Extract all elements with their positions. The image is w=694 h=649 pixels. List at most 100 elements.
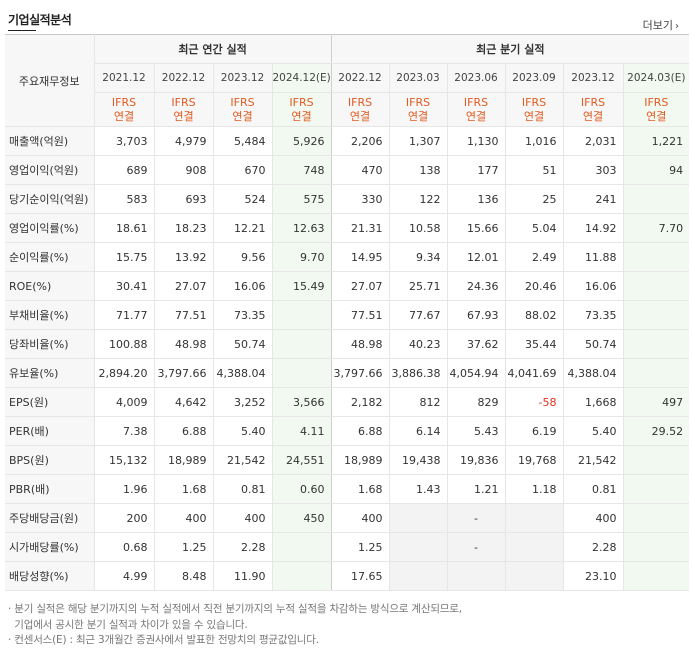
table-cell: 18,989 bbox=[330, 445, 390, 475]
table-cell: 5.40 bbox=[562, 416, 624, 446]
table-cell: 15.66 bbox=[446, 213, 506, 243]
table-row: 시가배당률(%) 0.68 1.25 2.28 1.25-2.28 bbox=[5, 532, 690, 562]
period-header: 2023.12 bbox=[212, 63, 272, 93]
basis-scope: 연결 bbox=[465, 109, 487, 123]
basis-standard: IFRS bbox=[580, 95, 606, 109]
basis-header: IFRS 연결 bbox=[622, 92, 690, 127]
table-cell bbox=[622, 358, 690, 388]
table-cell: 12.01 bbox=[446, 242, 506, 272]
table-cell: 73.35 bbox=[212, 300, 272, 330]
basis-scope: 연결 bbox=[646, 109, 667, 123]
period-header: 2022.12 bbox=[153, 63, 213, 93]
table-cell: 6.88 bbox=[153, 416, 213, 446]
table-cell: 23.10 bbox=[562, 561, 624, 591]
table-cell: 1.68 bbox=[330, 474, 390, 504]
basis-header: IFRS 연결 bbox=[330, 92, 390, 127]
basis-standard: IFRS bbox=[347, 95, 373, 109]
table-row: 주당배당금(원) 200 400 400 450 400-400 bbox=[5, 503, 690, 533]
period-header: 2021.12 bbox=[93, 63, 154, 93]
table-row: 유보율(%) 2,894.20 3,797.66 4,388.04 3,797.66 3,… bbox=[5, 358, 690, 388]
group-quarter-header: 최근 분기 실적 bbox=[330, 34, 690, 64]
table-row: 배당성향(%) 4.99 8.48 11.90 17.65 23.10 bbox=[5, 561, 690, 591]
table-cell: 400 bbox=[330, 503, 390, 533]
basis-header: IFRS 연결 bbox=[212, 92, 272, 127]
table-cell: 122 bbox=[388, 184, 448, 214]
table-cell: 18,989 bbox=[153, 445, 213, 475]
group-annual-header: 최근 연간 실적 bbox=[93, 34, 332, 64]
table-cell: 3,703 bbox=[93, 126, 154, 156]
table-cell: 450 bbox=[271, 503, 332, 533]
table-cell bbox=[622, 329, 690, 359]
table-cell: 400 bbox=[562, 503, 624, 533]
basis-scope: 연결 bbox=[582, 109, 604, 123]
table-cell: 29.52 bbox=[622, 416, 690, 446]
table-cell: 11.88 bbox=[562, 242, 624, 272]
table-cell bbox=[388, 503, 448, 533]
footnote-quarterly-cont: 기업에서 공시한 분기 실적과 차이가 있을 수 있습니다. bbox=[8, 618, 248, 631]
table-cell: 575 bbox=[271, 184, 332, 214]
table-cell: 9.34 bbox=[388, 242, 448, 272]
table-cell: 1.25 bbox=[153, 532, 213, 562]
table-cell bbox=[271, 532, 332, 562]
table-cell: 829 bbox=[446, 387, 506, 417]
footnotes: · 분기 실적은 해당 분기까지의 누적 실적에서 직전 분기까지의 누적 실적… bbox=[8, 602, 462, 649]
table-cell: 1.43 bbox=[388, 474, 448, 504]
table-row: 당기순이익(억원) 583 693 524 575 330 122 136 25 241 bbox=[5, 184, 690, 214]
basis-scope: 연결 bbox=[407, 109, 429, 123]
table-cell bbox=[504, 532, 564, 562]
table-cell: 4.99 bbox=[93, 561, 154, 591]
table-cell: 4,009 bbox=[93, 387, 154, 417]
table-cell: 1.68 bbox=[153, 474, 213, 504]
table-cell: 5.43 bbox=[446, 416, 506, 446]
period-header: 2023.06 bbox=[446, 63, 506, 93]
table-cell: 25.71 bbox=[388, 271, 448, 301]
row-label: 영업이익(억원) bbox=[5, 155, 94, 185]
table-cell bbox=[388, 561, 448, 591]
row-label: EPS(원) bbox=[5, 387, 94, 417]
table-cell: 48.98 bbox=[153, 329, 213, 359]
row-label: 배당성향(%) bbox=[5, 561, 94, 591]
table-cell: 1.21 bbox=[446, 474, 506, 504]
table-cell: 177 bbox=[446, 155, 506, 185]
table-cell: 1,016 bbox=[504, 126, 564, 156]
table-cell: 2,031 bbox=[562, 126, 624, 156]
table-cell: 9.56 bbox=[212, 242, 272, 272]
table-row: ROE(%) 30.41 27.07 16.06 15.49 27.07 25.71 24.3… bbox=[5, 271, 690, 301]
basis-header: IFRS 연결 bbox=[271, 92, 332, 127]
table-cell: 1,668 bbox=[562, 387, 624, 417]
basis-scope: 연결 bbox=[523, 109, 545, 123]
table-cell: 13.92 bbox=[153, 242, 213, 272]
table-cell: 50.74 bbox=[212, 329, 272, 359]
table-row: BPS(원) 15,132 18,989 21,542 24,551 18,989 19,4… bbox=[5, 445, 690, 475]
basis-header: IFRS 연결 bbox=[504, 92, 564, 127]
table-cell: 27.07 bbox=[330, 271, 390, 301]
table-cell: 3,797.66 bbox=[153, 358, 213, 388]
table-cell: 1.25 bbox=[330, 532, 390, 562]
basis-scope: 연결 bbox=[349, 109, 371, 123]
more-label[interactable]: 더보기 bbox=[642, 19, 673, 32]
table-cell: 0.81 bbox=[212, 474, 272, 504]
table-cell: 51 bbox=[504, 155, 564, 185]
table-cell: 138 bbox=[388, 155, 448, 185]
row-label: ROE(%) bbox=[5, 271, 94, 301]
table-cell: 583 bbox=[93, 184, 154, 214]
table-cell: 1.18 bbox=[504, 474, 564, 504]
row-label: 당좌비율(%) bbox=[5, 329, 94, 359]
title-underline bbox=[8, 30, 36, 31]
basis-standard: IFRS bbox=[521, 95, 547, 109]
chevron-right-icon: › bbox=[675, 21, 679, 32]
more-link[interactable]: 더보기 › bbox=[643, 17, 679, 33]
table-cell: 4,388.04 bbox=[212, 358, 272, 388]
table-cell bbox=[271, 561, 332, 591]
table-cell bbox=[622, 184, 690, 214]
basis-header: IFRS 연결 bbox=[388, 92, 448, 127]
table-cell: 2,182 bbox=[330, 387, 390, 417]
period-header: 2024.12(E) bbox=[271, 63, 332, 93]
table-cell: 5,484 bbox=[212, 126, 272, 156]
basis-scope: 연결 bbox=[113, 109, 135, 123]
basis-header: IFRS 연결 bbox=[153, 92, 213, 127]
table-cell: 4,054.94 bbox=[446, 358, 506, 388]
basis-scope: 연결 bbox=[173, 109, 194, 123]
table-cell bbox=[622, 445, 690, 475]
table-cell: 6.19 bbox=[504, 416, 564, 446]
